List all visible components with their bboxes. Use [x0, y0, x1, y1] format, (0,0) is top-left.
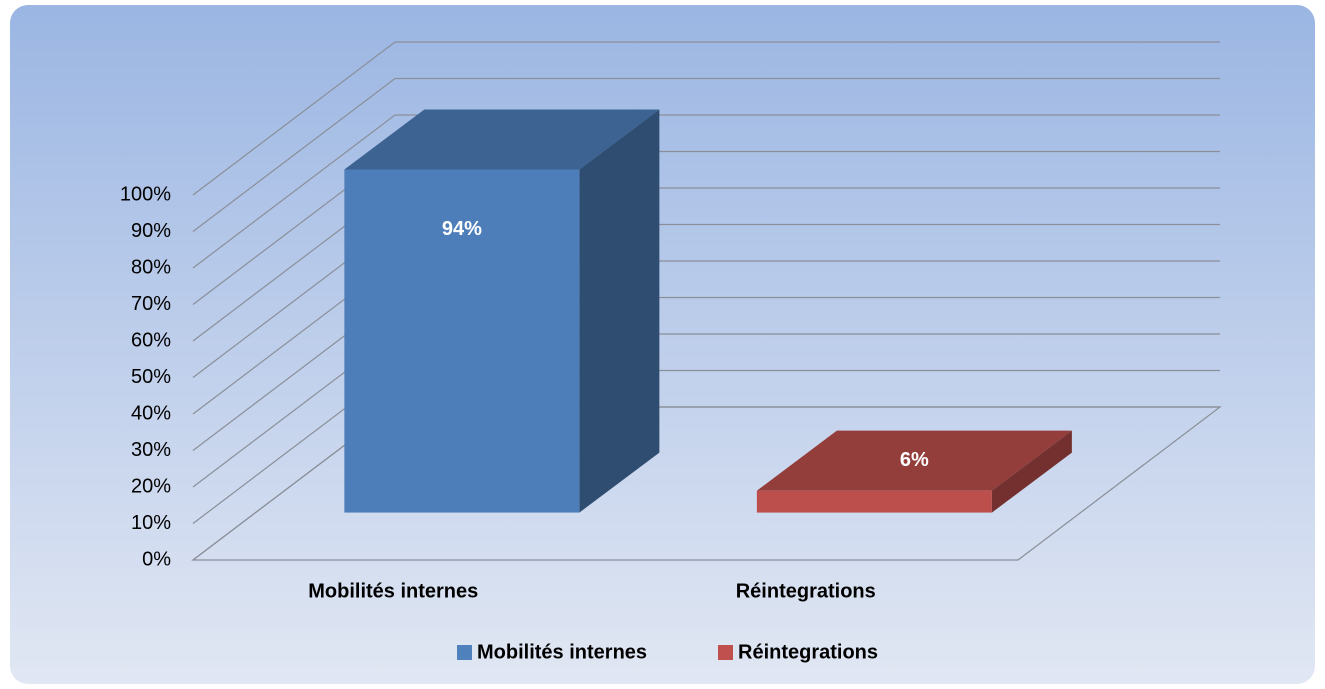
- y-tick-label: 30%: [131, 439, 171, 461]
- legend-swatch: [718, 645, 733, 660]
- data-label: 6%: [900, 449, 929, 471]
- y-tick-label: 0%: [142, 548, 171, 570]
- y-tick-label: 20%: [131, 475, 171, 497]
- bar: [756, 490, 992, 513]
- grid-line: [192, 41, 396, 196]
- bar-side: [579, 109, 660, 513]
- legend-label: Réintegrations: [738, 641, 878, 663]
- y-tick-label: 40%: [131, 402, 171, 424]
- y-tick-label: 70%: [131, 293, 171, 315]
- y-tick-label: 60%: [131, 329, 171, 351]
- y-tick-label: 100%: [120, 183, 171, 205]
- y-tick-label: 90%: [131, 220, 171, 242]
- bar-top: [344, 109, 660, 170]
- legend-swatch: [457, 645, 472, 660]
- legend-label: Mobilités internes: [477, 641, 647, 663]
- chart-background: [10, 5, 1315, 684]
- y-tick-label: 50%: [131, 366, 171, 388]
- y-tick-label: 80%: [131, 256, 171, 278]
- x-tick-label: Réintegrations: [736, 580, 876, 602]
- data-label: 94%: [442, 218, 482, 240]
- bar-side: [991, 430, 1072, 513]
- bar: [344, 169, 580, 513]
- bar-top: [756, 430, 1072, 491]
- y-tick-label: 10%: [131, 512, 171, 534]
- grid-line: [192, 78, 396, 232]
- grid-line: [192, 114, 396, 269]
- x-tick-label: Mobilités internes: [308, 580, 478, 602]
